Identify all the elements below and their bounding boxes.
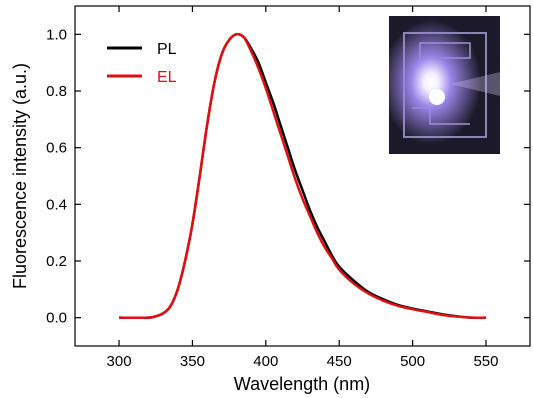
x-tick-label: 300 [107,353,132,370]
y-tick-label: 0.6 [46,140,67,157]
legend-label-el: EL [157,69,177,86]
x-tick-label: 350 [180,353,205,370]
device-photo-inset [389,16,500,154]
y-axis: 0.0 0.2 0.4 0.6 0.8 1.0 [46,26,530,327]
x-tick-label: 400 [253,353,278,370]
legend-label-pl: PL [157,41,177,58]
y-tick-label: 0.2 [46,253,67,270]
y-tick-label: 0.0 [46,310,67,327]
x-tick-label: 550 [473,353,498,370]
x-tick-label: 450 [327,353,352,370]
y-tick-label: 0.8 [46,83,67,100]
legend: PL EL [107,41,177,86]
x-axis-label: Wavelength (nm) [234,374,370,394]
y-tick-label: 0.4 [46,196,67,213]
x-axis: 300 350 400 450 500 550 [107,6,498,370]
y-axis-label: Fluorescence intensity (a.u.) [10,63,30,289]
x-tick-label: 500 [400,353,425,370]
y-tick-label: 1.0 [46,26,67,43]
series-line-el [119,32,486,320]
plot-area [74,5,531,347]
series-layer [119,32,486,320]
